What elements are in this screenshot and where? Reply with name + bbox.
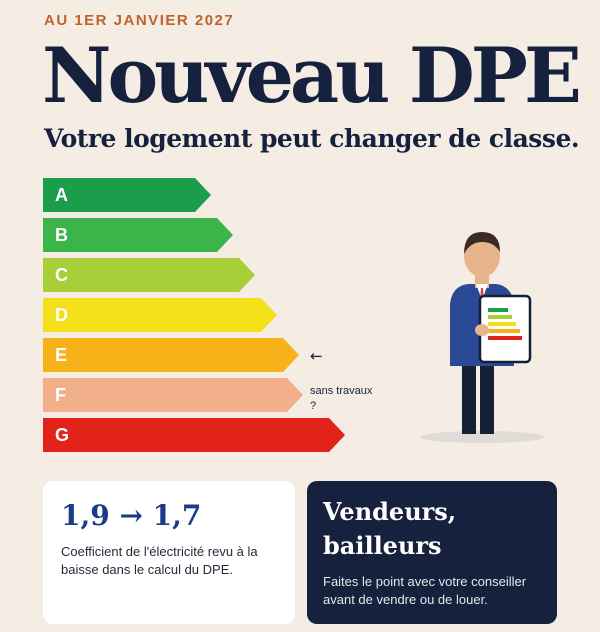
clipboard-bar-1 xyxy=(488,308,508,312)
leg-right xyxy=(480,354,494,434)
energy-bar-letter: B xyxy=(55,225,68,245)
hand xyxy=(475,324,489,336)
energy-bar-e: E xyxy=(43,338,299,372)
heading-line-2: bailleurs xyxy=(323,531,442,560)
clipboard-bar-5 xyxy=(488,336,522,340)
coefficient-value: 1,9 → 1,7 xyxy=(61,499,202,532)
head xyxy=(464,235,500,277)
note-line-1: sans travaux xyxy=(310,385,373,397)
kicker: AU 1ER JANVIER 2027 xyxy=(44,12,235,29)
page-subtitle: Votre logement peut changer de classe. xyxy=(44,124,580,153)
shadow xyxy=(420,431,544,443)
energy-bar-c: C xyxy=(43,258,255,292)
clipboard-bar-4 xyxy=(488,329,520,333)
leg-left xyxy=(462,354,476,434)
arrow-left-icon: ← xyxy=(310,347,323,365)
coefficient-description: Coefficient de l'électricité revu à la b… xyxy=(61,544,258,577)
sellers-landlords-card: Vendeurs, bailleurs Faites le point avec… xyxy=(307,481,557,624)
energy-bar-g: G xyxy=(43,418,345,452)
hair xyxy=(464,232,500,254)
coefficient-card: 1,9 → 1,7 Coefficient de l'électricité r… xyxy=(43,481,295,624)
without-works-note: sans travaux ? xyxy=(310,384,372,414)
energy-bar-a: A xyxy=(43,178,211,212)
energy-bar-letter: A xyxy=(55,185,68,205)
energy-bar-letter: E xyxy=(55,345,68,365)
energy-bar-f: F xyxy=(43,378,303,412)
energy-bar-letter: F xyxy=(55,385,66,405)
energy-bar-d: D xyxy=(43,298,277,332)
energy-bar-letter: C xyxy=(55,265,68,285)
energy-bar-letter: G xyxy=(55,425,70,445)
heading-line-1: Vendeurs, xyxy=(323,497,457,526)
page-title: Nouveau DPE xyxy=(42,31,582,120)
sellers-landlords-heading: Vendeurs, bailleurs xyxy=(323,495,543,563)
sellers-landlords-description: Faites le point avec votre conseiller av… xyxy=(323,574,527,607)
clipboard-bar-2 xyxy=(488,315,512,319)
energy-bar-b: B xyxy=(43,218,233,252)
energy-bar-letter: D xyxy=(55,305,68,325)
note-line-2: ? xyxy=(310,400,317,412)
clipboard-bar-3 xyxy=(488,322,516,326)
advisor-illustration xyxy=(420,232,544,443)
